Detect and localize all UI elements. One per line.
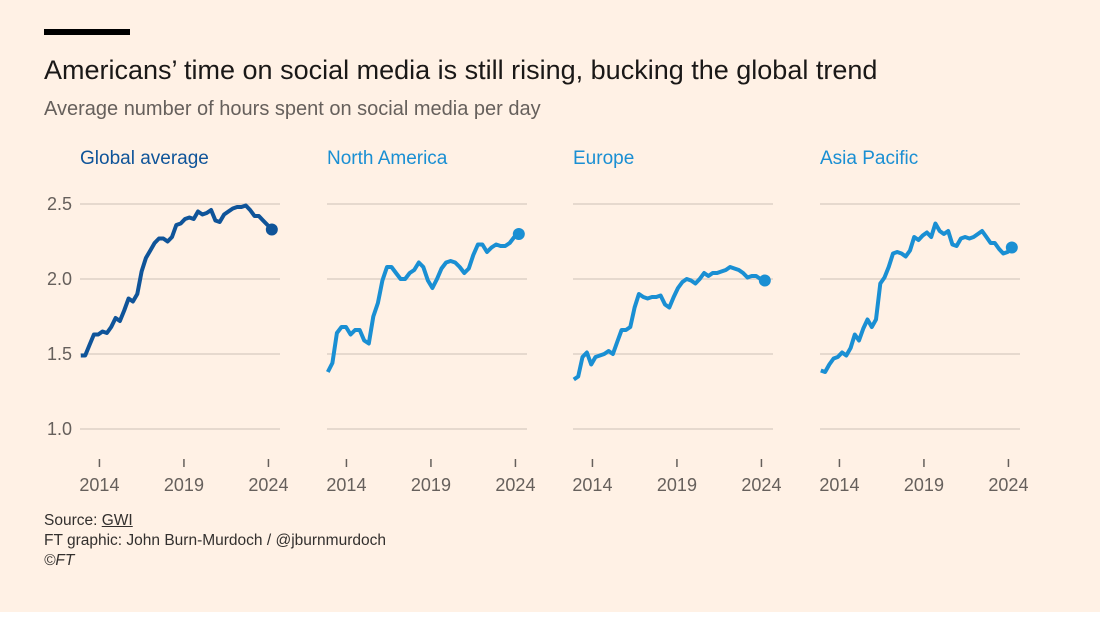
series-end-dot	[512, 228, 525, 240]
credit-line: FT graphic: John Burn-Murdoch / @jburnmu…	[44, 532, 386, 549]
x-tick-label: 2019	[164, 475, 204, 495]
series-end-dot	[1005, 241, 1018, 254]
source-label: Source:	[44, 512, 102, 529]
y-tick-label: 1.5	[47, 344, 72, 364]
series-line	[572, 265, 766, 382]
y-tick-label: 2.5	[47, 194, 72, 214]
x-tick-label: 2014	[819, 475, 859, 495]
y-tick-label: 1.0	[47, 419, 72, 439]
x-tick-label: 2024	[495, 475, 535, 495]
series-end-dot	[265, 223, 278, 236]
chart-subtitle: Average number of hours spent on social …	[44, 98, 541, 120]
series-end-dot	[758, 274, 771, 287]
x-tick-label: 2014	[572, 475, 612, 495]
panel-title: Global average	[80, 148, 209, 169]
series-line	[326, 232, 520, 373]
x-tick-label: 2014	[79, 475, 119, 495]
x-tick-label: 2024	[248, 475, 288, 495]
x-tick-label: 2024	[988, 475, 1028, 495]
x-tick-label: 2014	[326, 475, 366, 495]
panel-title: Asia Pacific	[820, 148, 918, 169]
source-link[interactable]: GWI	[101, 512, 133, 529]
x-tick-label: 2019	[904, 475, 944, 495]
chart-background	[0, 0, 1100, 612]
panel-title: North America	[327, 148, 448, 169]
series-line	[820, 221, 1014, 374]
chart-title: Americans’ time on social media is still…	[44, 55, 878, 85]
copyright: ©FT	[44, 552, 75, 569]
y-tick-label: 2.0	[47, 269, 72, 289]
x-tick-label: 2024	[741, 475, 781, 495]
series-line	[80, 203, 274, 358]
panel-title: Europe	[573, 148, 634, 169]
ft-top-rule	[44, 29, 130, 35]
source-line: Source: GWI	[44, 512, 133, 530]
x-tick-label: 2019	[657, 475, 697, 495]
x-tick-label: 2019	[411, 475, 451, 495]
